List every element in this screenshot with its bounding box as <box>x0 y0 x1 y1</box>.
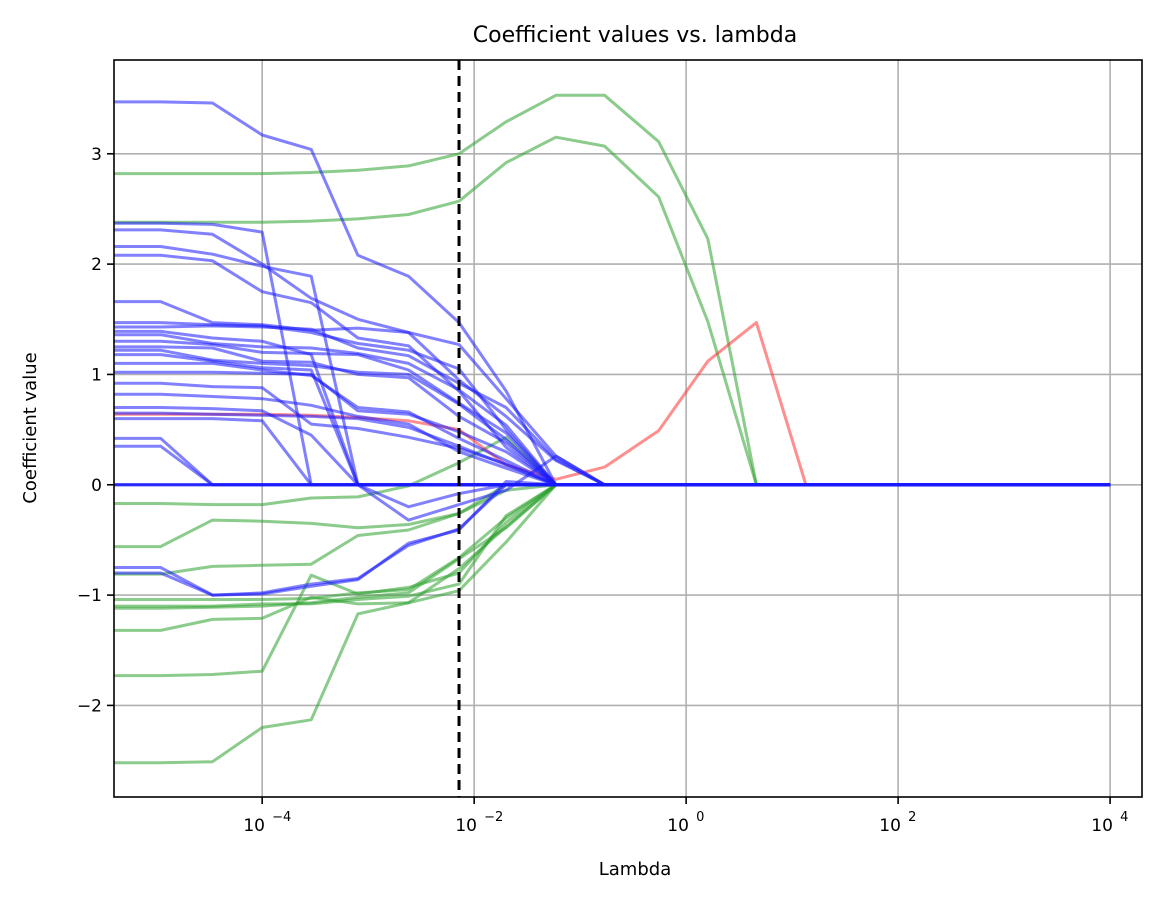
series-line-green <box>114 483 1111 601</box>
y-tick-label: 3 <box>91 145 102 165</box>
series-line-green <box>114 483 1111 632</box>
y-tick-label: −2 <box>77 696 102 716</box>
y-axis-label: Coefficient value <box>20 352 41 503</box>
series-line-blue <box>114 480 1111 597</box>
x-tick-exponent: −2 <box>484 810 503 825</box>
series-line-blue <box>114 483 1111 597</box>
series-line-blue <box>114 483 1111 509</box>
y-tick-label: 1 <box>91 365 102 385</box>
x-tick-label: 10 <box>667 816 689 836</box>
series-line-blue <box>114 406 1111 487</box>
series-line-blue <box>114 221 1111 487</box>
series-line-green <box>114 435 1111 507</box>
series-line-green <box>114 135 1111 487</box>
series-line-green <box>114 483 1111 549</box>
x-tick-label: 10 <box>879 816 901 836</box>
y-tick-label: 0 <box>91 476 102 496</box>
chart-title: Coefficient values vs. lambda <box>473 23 797 48</box>
x-axis-label: Lambda <box>599 859 671 880</box>
series-line-blue <box>114 245 1111 487</box>
series-line-blue <box>114 417 1111 487</box>
series-line-blue <box>114 300 1111 487</box>
series-line-green <box>114 483 1111 678</box>
x-tick-label: 10 <box>455 816 477 836</box>
grid-lines <box>114 60 1142 797</box>
series-line-blue <box>114 444 1111 487</box>
series-lines <box>114 93 1111 765</box>
series-line-blue <box>114 454 1111 522</box>
y-tick-label: 2 <box>91 255 102 275</box>
x-tick-label: 10 <box>243 816 265 836</box>
series-line-blue <box>114 392 1111 487</box>
y-axis-ticks: −2 −1 0 1 2 3 <box>77 145 114 716</box>
x-tick-exponent: −4 <box>272 810 291 825</box>
x-axis-ticks: 10 −4 10 −2 10 0 10 2 10 4 <box>243 797 1128 836</box>
series-line-green <box>114 483 1111 576</box>
plot-frame <box>113 59 1143 798</box>
y-tick-label: −1 <box>77 586 102 606</box>
x-tick-exponent: 2 <box>908 810 916 825</box>
series-line-green <box>114 483 1111 765</box>
x-tick-exponent: 4 <box>1120 810 1128 825</box>
series-line-blue <box>114 228 1111 487</box>
x-tick-exponent: 0 <box>696 810 704 825</box>
x-tick-label: 10 <box>1091 816 1113 836</box>
